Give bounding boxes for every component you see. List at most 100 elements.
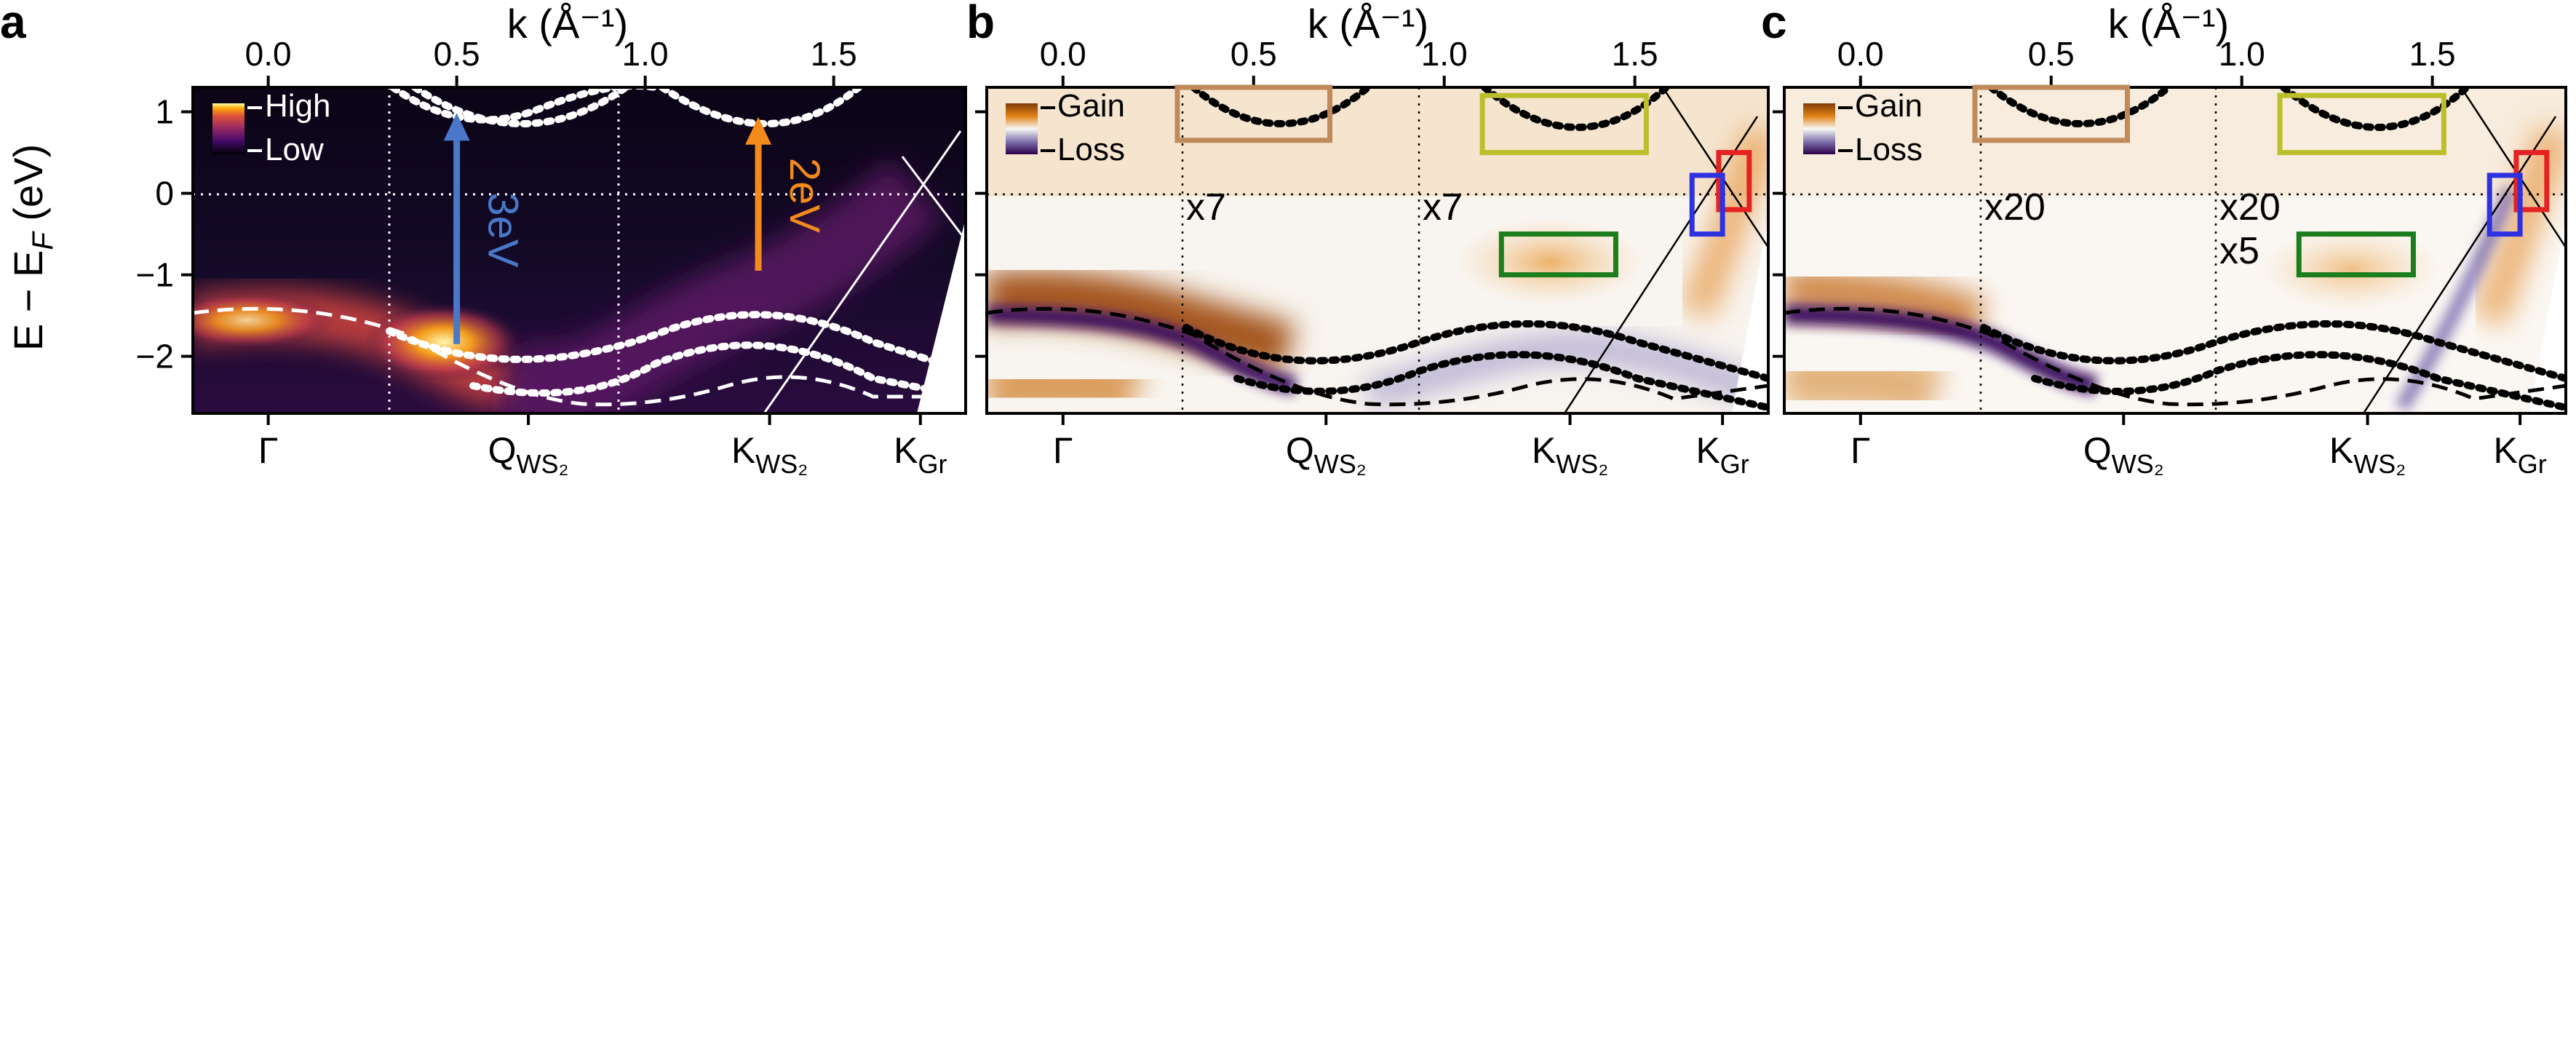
panel-a-letter: a bbox=[0, 0, 26, 48]
panel-c-colorbar-low: Loss bbox=[1855, 132, 1923, 167]
panel-c-scale-1: x20 bbox=[1984, 186, 2046, 229]
panel-b-colorbar-gradient bbox=[1006, 103, 1038, 154]
panel-c-bottom-tick-label: KWS₂ bbox=[2329, 430, 2406, 479]
panel-c-upper-noise bbox=[1784, 87, 2566, 196]
panel-c-loss-band bbox=[1784, 305, 2098, 395]
panel-a-vb-dotted-2 bbox=[469, 341, 966, 400]
panel-c-bottom-tick-label: Γ bbox=[1850, 430, 1871, 471]
panel-a-bottom-tick-label: KGr bbox=[894, 430, 947, 479]
panel-a-hot-spot-left bbox=[193, 291, 335, 349]
panel-a-top-axis-label: k (Å⁻¹) bbox=[507, 1, 628, 47]
panel-a-top-tick-label: 1.0 bbox=[622, 35, 669, 73]
panel-b-roi-box bbox=[1716, 150, 1752, 213]
panel-b-colorbar: Gain Loss bbox=[1006, 88, 1125, 167]
panel-b-white-corner bbox=[1732, 218, 1768, 413]
panel-a-vb-dashed bbox=[193, 306, 966, 407]
panel-b-roi-box bbox=[1479, 92, 1649, 156]
panel-a-top-tick-label: 1.5 bbox=[811, 35, 857, 73]
panel-a-bottom-tick-label: KWS₂ bbox=[731, 430, 808, 479]
panel-c-gain-band-lower bbox=[1784, 349, 1945, 413]
panel-a-excitation-label: 3eV bbox=[480, 192, 527, 268]
panel-b-vb-dashed bbox=[987, 306, 1768, 407]
panel-b-top-tick-label: 0.5 bbox=[1231, 35, 1277, 73]
panel-b-cb-dotted-2 bbox=[1481, 87, 1670, 131]
panel-c-top-tick-label: 1.5 bbox=[2409, 35, 2456, 73]
panel-a-arrows: 3eV 2eV bbox=[443, 113, 828, 344]
panel-a-overlays bbox=[193, 87, 966, 413]
panel-c-letter: c bbox=[1761, 0, 1787, 48]
panel-a-band-warm bbox=[495, 159, 944, 413]
panel-b: b k (Å⁻¹) bbox=[966, 0, 1770, 415]
panel-c-roi-box bbox=[2296, 231, 2416, 278]
boxes-layer bbox=[1174, 84, 2550, 278]
panel-c-colorbar: Gain Loss bbox=[1803, 88, 1923, 167]
panel-b-letter: b bbox=[966, 0, 995, 48]
y-axis-label: E − EF (eV) bbox=[5, 144, 59, 351]
panel-b-bottom-tick-label: KGr bbox=[1696, 430, 1749, 479]
panel-b-graphene-cone-2 bbox=[1661, 87, 1768, 248]
panel-a-y-tick-label: −2 bbox=[136, 338, 174, 376]
panel-c-top-tick-label: 0.5 bbox=[2028, 35, 2075, 73]
panel-b-top-tick-label: 0.0 bbox=[1040, 35, 1086, 73]
panel-a-excitation-arrowhead bbox=[745, 116, 772, 145]
panel-a-bottom-tick-label: QWS₂ bbox=[488, 430, 569, 479]
panel-b-frame bbox=[985, 86, 1770, 415]
panel-a-colorbar: High Low bbox=[212, 88, 331, 167]
panel-b-gain-band bbox=[987, 271, 1297, 374]
panel-b-cb-dotted-1 bbox=[1190, 87, 1372, 127]
panel-c-vb-dashed bbox=[1784, 306, 2566, 407]
panel-c-loss-cone bbox=[2395, 186, 2518, 412]
panel-b-loss-band bbox=[987, 306, 1297, 394]
panel-c-colorbar-gradient bbox=[1803, 103, 1835, 154]
panel-b-roi-box bbox=[1174, 84, 1333, 143]
panel-a-cb-dotted-2 bbox=[411, 87, 629, 127]
panel-b-top-tick-label: 1.5 bbox=[1612, 35, 1658, 73]
panel-c-roi-box bbox=[2486, 172, 2523, 237]
panel-a-hot-spot bbox=[364, 302, 524, 382]
panel-c-top-tick-label: 1.0 bbox=[2219, 35, 2265, 73]
panel-a-bottom-tick-label: Γ bbox=[258, 430, 279, 471]
y-axis-label-text: E − EF (eV) bbox=[5, 144, 59, 351]
panel-c-vb-dotted-1 bbox=[1980, 320, 2566, 382]
panel-b-scale-1: x7 bbox=[1186, 186, 1226, 229]
panel-c-cb-dotted-1 bbox=[1987, 87, 2172, 127]
panel-a-excitation-label: 2eV bbox=[781, 158, 828, 234]
panel-c-gain-band bbox=[1784, 269, 1987, 341]
panel-b-vb-dotted-2 bbox=[1233, 351, 1768, 411]
panel-b-colorbar-low: Loss bbox=[1057, 132, 1125, 167]
panel-a-vb-dotted-1 bbox=[386, 311, 966, 375]
panel-a-top-tick-label: 0.5 bbox=[434, 35, 480, 73]
panel-b-bottom-tick-label: KWS₂ bbox=[1532, 430, 1608, 479]
panel-a-top-tick-label: 0.0 bbox=[245, 35, 292, 73]
panel-c-top-axis-label: k (Å⁻¹) bbox=[2108, 1, 2229, 47]
panel-a-graphene-cone-1 bbox=[763, 130, 962, 413]
y-axis-label-subscript: F bbox=[27, 231, 59, 250]
panel-c-heatmap bbox=[1784, 87, 2566, 413]
panel-b-scale-2: x7 bbox=[1423, 186, 1463, 229]
panel-c-vb-dotted-2 bbox=[2031, 351, 2566, 411]
panel-a-colorbar-high: High bbox=[265, 88, 331, 124]
panel-c-graphene-cone-1 bbox=[2362, 116, 2557, 413]
panel-b-top-axis-label: k (Å⁻¹) bbox=[1308, 1, 1428, 47]
axes-layer: 0.0 0.5 1.0 1.5 Γ QWS₂ KWS₂ KGr 1 0 −1 −2 0.0 0.5 1.0 1… bbox=[136, 35, 2547, 479]
panel-a-cb-dotted-3 bbox=[659, 87, 862, 127]
panel-a-colorbar-gradient bbox=[212, 103, 245, 154]
panel-c-bottom-tick-label: KGr bbox=[2493, 430, 2546, 479]
panel-c-white-corner bbox=[2529, 218, 2566, 413]
panel-b-top-tick-label: 1.0 bbox=[1421, 35, 1468, 73]
panel-a-y-tick-label: −1 bbox=[136, 256, 174, 294]
panel-b-roi-box bbox=[1689, 172, 1725, 237]
panel-c-roi-box bbox=[2277, 92, 2446, 156]
panel-a: a k (Å⁻¹) High bbox=[0, 0, 967, 415]
panel-c-overlays bbox=[1784, 87, 2566, 413]
panel-a-y-tick-label: 0 bbox=[155, 175, 174, 213]
panel-c-scale-3: x5 bbox=[2219, 230, 2259, 272]
panel-b-loss-k bbox=[1365, 333, 1768, 408]
panel-a-graphene-cone-2 bbox=[901, 156, 966, 241]
panel-c-roi-box bbox=[1972, 84, 2131, 143]
panel-a-cb-dotted-1 bbox=[389, 87, 659, 124]
panel-b-graphene-cone-1 bbox=[1563, 116, 1759, 413]
panel-c-roi-box bbox=[2513, 150, 2550, 213]
panel-c-scale-2: x20 bbox=[2219, 186, 2281, 229]
